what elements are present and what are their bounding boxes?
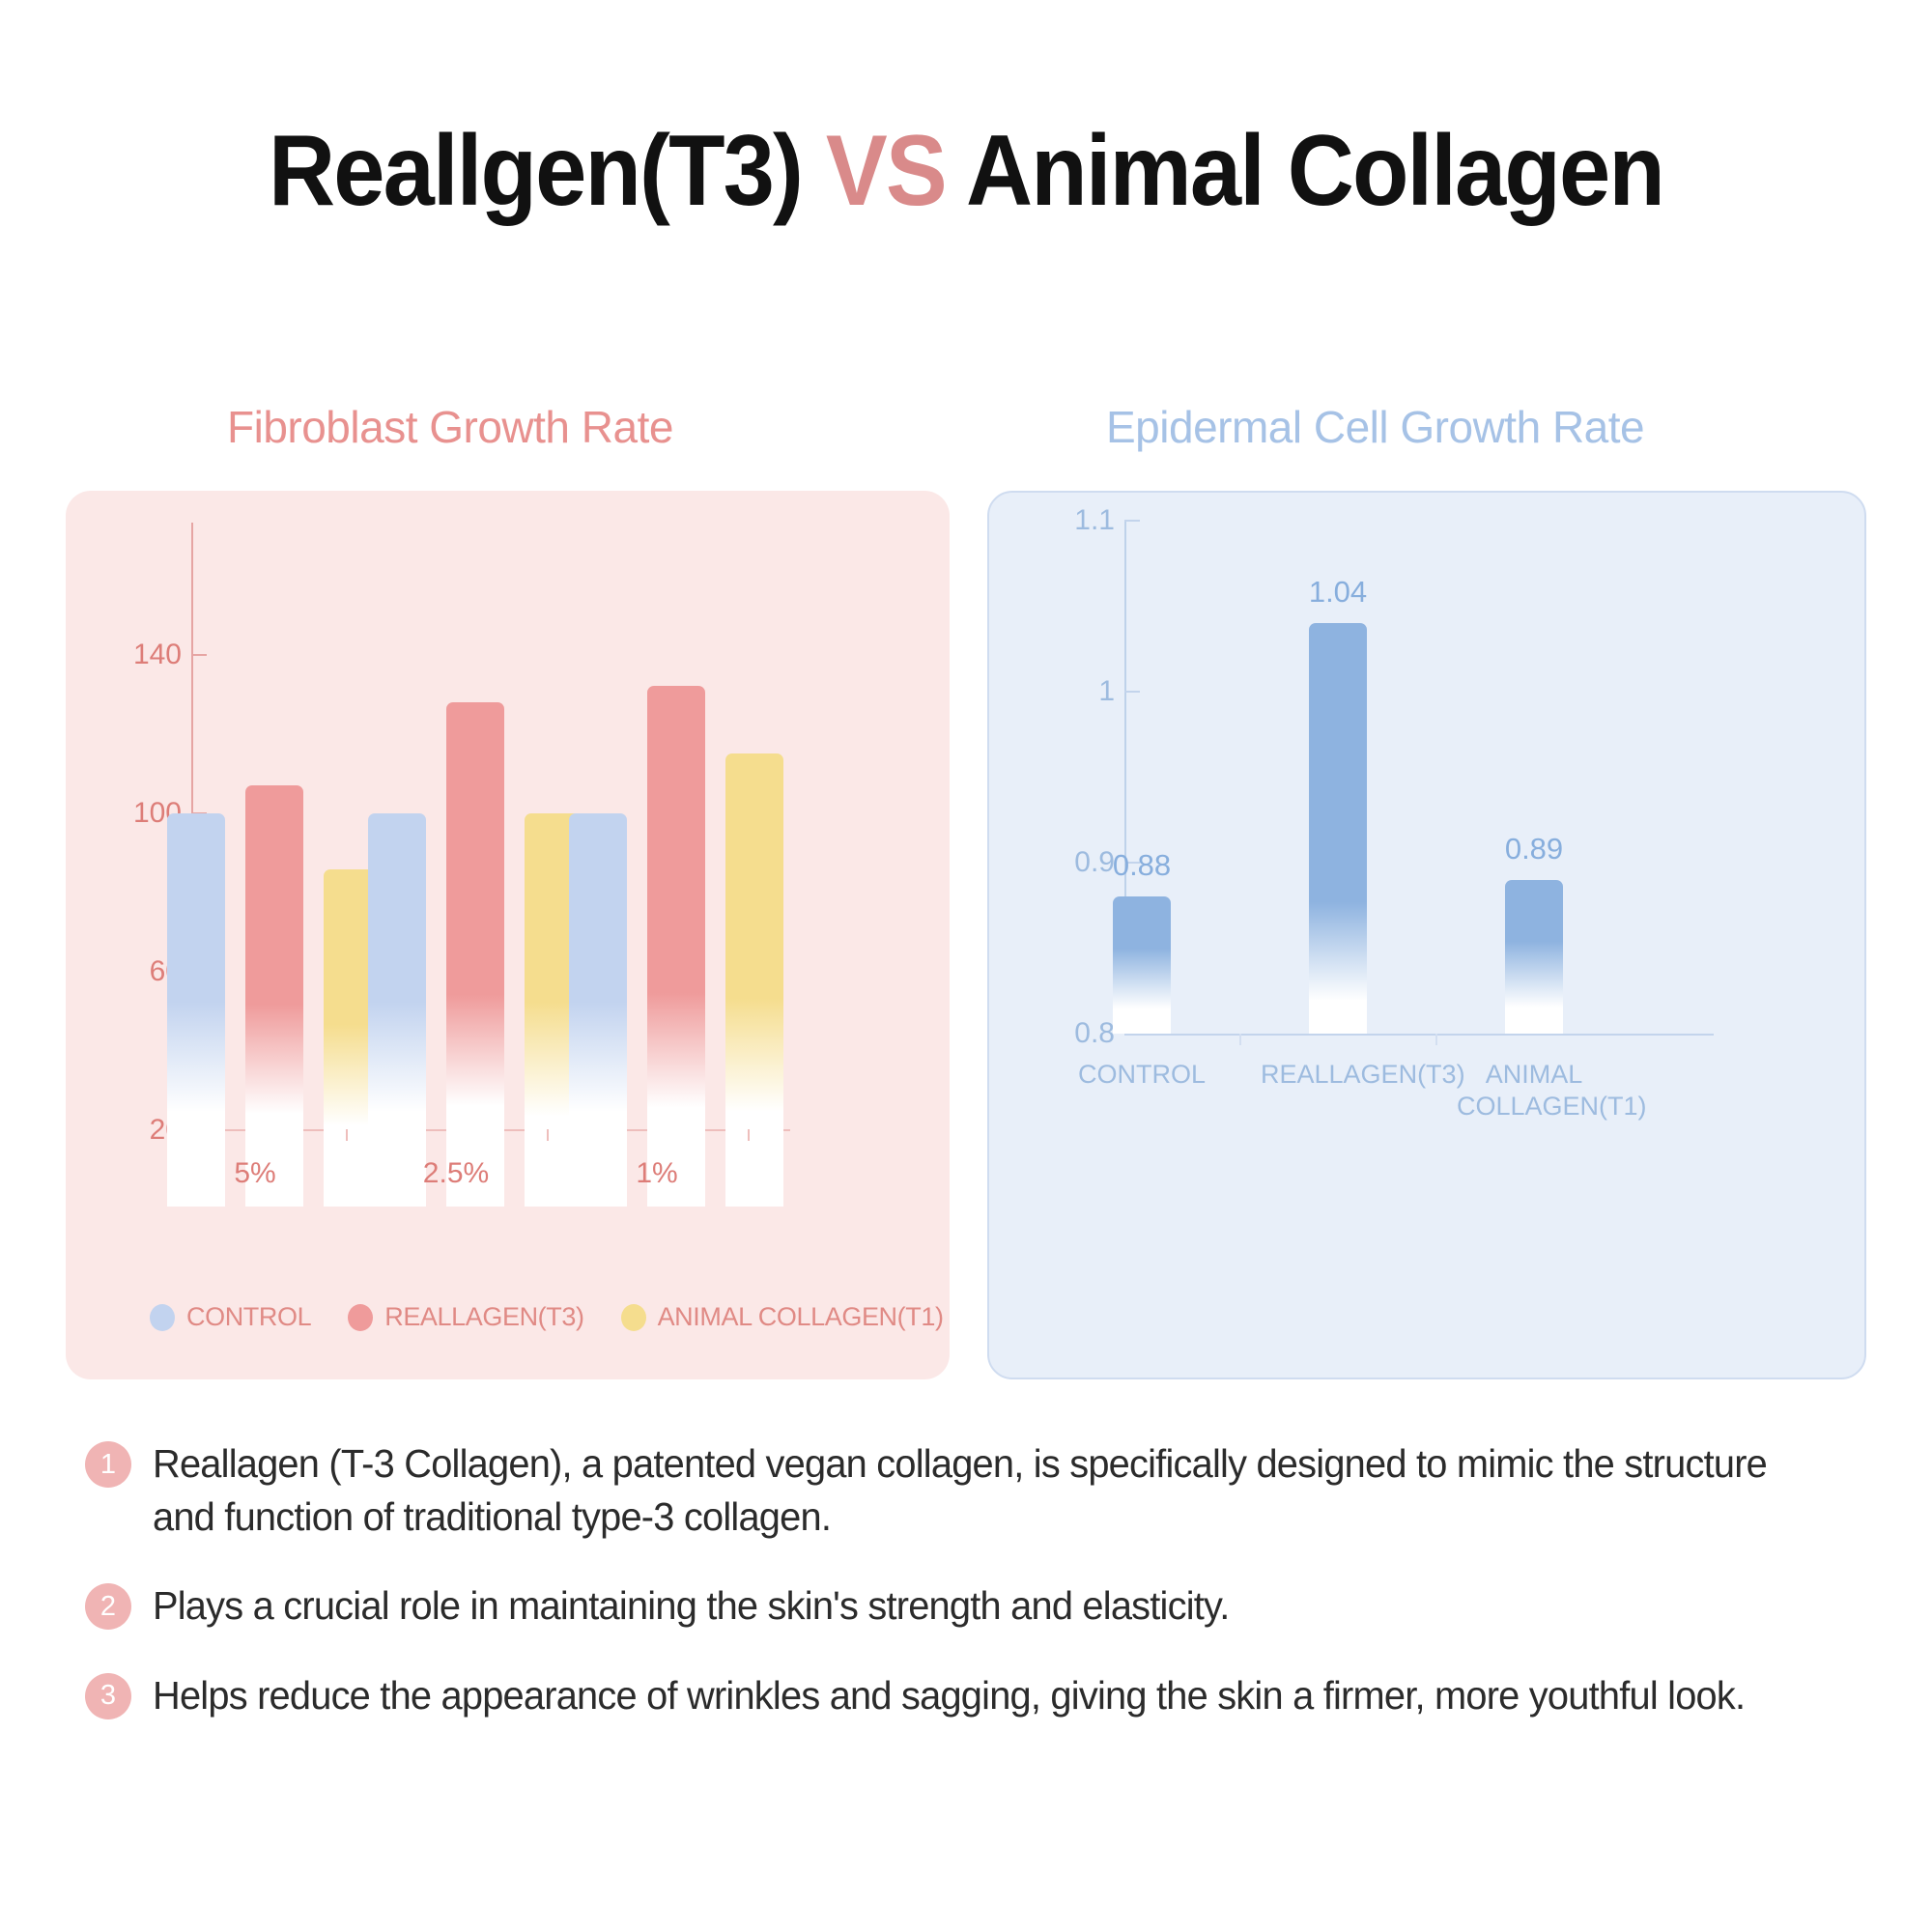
right-xcat-animal-line1: ANIMAL: [1485, 1060, 1583, 1089]
right-x-axis: [1124, 1034, 1714, 1036]
left-bar-1pct-reallagen: [647, 686, 705, 1207]
right-xtick-2: [1435, 1034, 1437, 1045]
legend-item-control: CONTROL: [150, 1302, 312, 1332]
legend-dot-reallagen-icon: [348, 1303, 374, 1331]
left-bar-1pct-control: [569, 813, 627, 1207]
right-vallabel-animal: 0.89: [1504, 832, 1564, 866]
right-ytick-1: 1: [1098, 675, 1115, 707]
right-xcat-animal: ANIMAL COLLAGEN(T1): [1457, 1059, 1647, 1122]
left-ytick-mark-140: [191, 654, 207, 656]
left-chart-panel: 140 100 60 20 5% 2.5% 1%: [66, 491, 950, 1379]
left-chart-title: Fibroblast Growth Rate: [227, 402, 673, 452]
bullet-item-3: 3 Helps reduce the appearance of wrinkle…: [85, 1669, 1862, 1722]
right-ytick-mark-1: [1124, 691, 1140, 693]
left-bar-5pct-reallagen: [245, 785, 303, 1207]
right-xcat-reallagen: REALLAGEN(T3): [1261, 1059, 1465, 1091]
left-bar-5pct-control: [167, 813, 225, 1207]
bullet-item-2: 2 Plays a crucial role in maintaining th…: [85, 1579, 1862, 1633]
left-xcat-1pct: 1%: [636, 1157, 678, 1189]
right-ytick-mark-0p9: [1124, 862, 1140, 864]
right-xcat-control-line1: CONTROL: [1077, 1060, 1206, 1089]
left-bar-2p5pct-control: [368, 813, 426, 1207]
title-vs: VS: [825, 115, 948, 227]
right-bar-control: [1113, 896, 1171, 1034]
left-xtick-1: [346, 1129, 348, 1141]
page-title: Reallgen(T3) VS Animal Collagen: [77, 114, 1855, 229]
left-xtick-2: [547, 1129, 549, 1141]
right-vallabel-control: 0.88: [1112, 848, 1172, 882]
right-ytick-mark-1p1: [1124, 520, 1140, 522]
legend-label-control: CONTROL: [186, 1302, 312, 1331]
legend-item-reallagen: REALLAGEN(T3): [348, 1302, 584, 1332]
left-xtick-3: [748, 1129, 750, 1141]
legend-dot-animal-icon: [620, 1303, 646, 1331]
right-bar-reallagen: [1309, 623, 1367, 1034]
left-xcat-2p5pct: 2.5%: [422, 1157, 490, 1189]
legend-label-reallagen: REALLAGEN(T3): [384, 1302, 584, 1331]
right-xcat-reallagen-line1: REALLAGEN(T3): [1261, 1060, 1465, 1089]
left-ytick-140: 140: [132, 639, 182, 670]
bullet-item-1: 1 Reallagen (T-3 Collagen), a patented v…: [85, 1437, 1862, 1543]
right-xcat-animal-line2: COLLAGEN(T1): [1457, 1091, 1647, 1121]
title-part2: Animal Collagen: [966, 115, 1665, 227]
right-chart-title: Epidermal Cell Growth Rate: [1106, 402, 1645, 452]
right-ytick-mark-0p8: [1124, 1033, 1140, 1035]
title-part1: Reallgen(T3): [268, 115, 804, 227]
bullet-text-3: Helps reduce the appearance of wrinkles …: [153, 1672, 1746, 1718]
right-xtick-1: [1239, 1034, 1241, 1045]
bullet-number-3: 3: [85, 1672, 131, 1719]
right-ytick-0p9: 0.9: [1074, 846, 1115, 878]
right-y-axis: [1124, 520, 1126, 1036]
left-bar-1pct-animal: [725, 753, 783, 1207]
bullet-list: 1 Reallagen (T-3 Collagen), a patented v…: [85, 1437, 1862, 1758]
right-xcat-control: CONTROL: [1065, 1059, 1219, 1091]
bullet-text-2: Plays a crucial role in maintaining the …: [153, 1583, 1230, 1629]
left-xcat-5pct: 5%: [234, 1157, 276, 1189]
legend-item-animal: ANIMAL COLLAGEN(T1): [620, 1302, 944, 1332]
bullet-number-1: 1: [85, 1441, 131, 1488]
right-ytick-0p8: 0.8: [1074, 1017, 1115, 1049]
bullet-number-2: 2: [85, 1583, 131, 1631]
legend-label-animal: ANIMAL COLLAGEN(T1): [657, 1302, 944, 1331]
right-vallabel-reallagen: 1.04: [1308, 575, 1368, 609]
left-bar-2p5pct-reallagen: [446, 702, 504, 1207]
legend-dot-control-icon: [150, 1303, 175, 1331]
left-chart-legend: CONTROL REALLAGEN(T3) ANIMAL COLLAGEN(T1…: [150, 1302, 967, 1332]
right-chart-panel: 1.1 1 0.9 0.8 0.88 1.04 0.89 CONTROL REA…: [987, 491, 1866, 1379]
right-ytick-1p1: 1.1: [1074, 504, 1115, 536]
right-bar-animal: [1505, 880, 1563, 1034]
bullet-text-1: Reallagen (T-3 Collagen), a patented veg…: [153, 1441, 1768, 1539]
